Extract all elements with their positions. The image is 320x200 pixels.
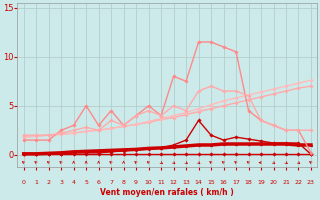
X-axis label: Vent moyen/en rafales ( km/h ): Vent moyen/en rafales ( km/h ) (100, 188, 234, 197)
